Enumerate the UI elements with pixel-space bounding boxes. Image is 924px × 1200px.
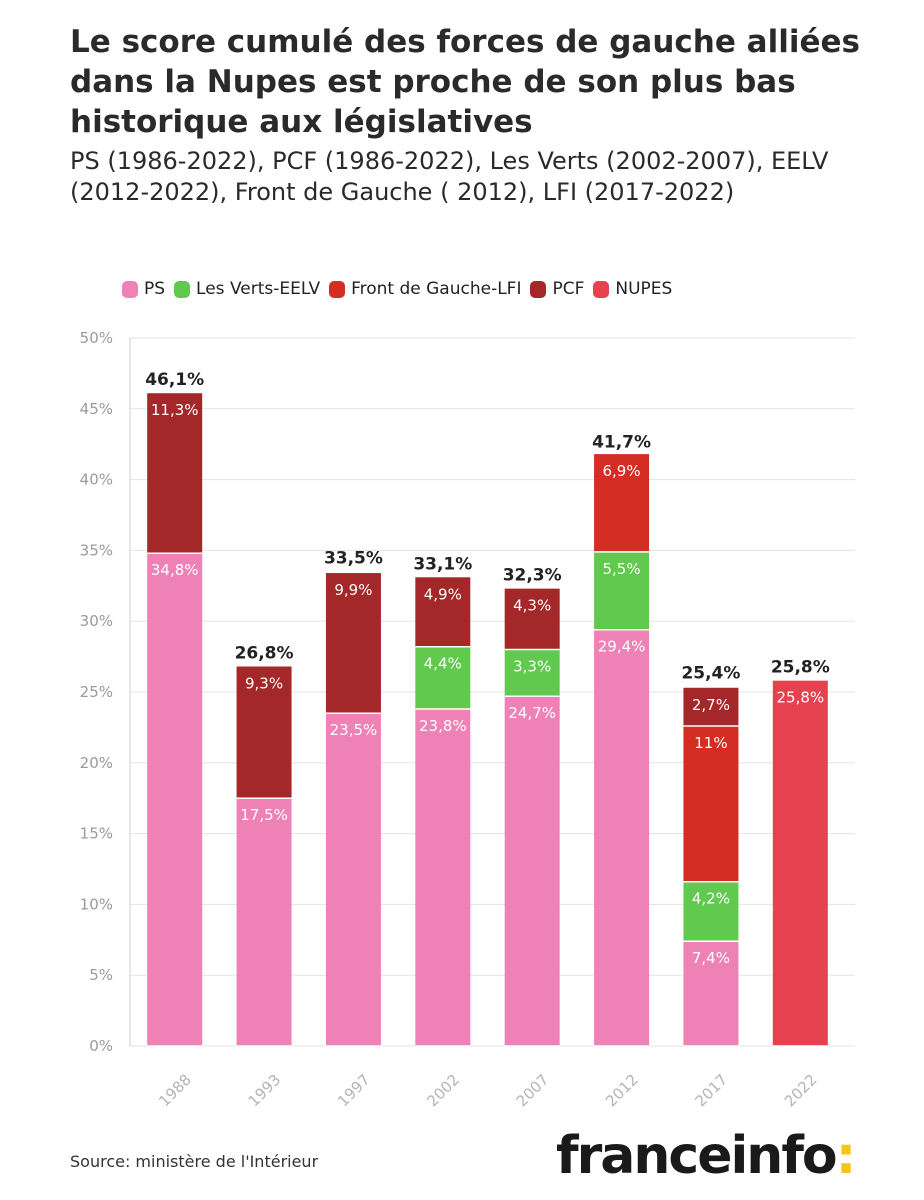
chart-legend: PS Les Verts-EELV Front de Gauche-LFI PCF NU… [122, 276, 681, 302]
y-tick-label: 45% [80, 400, 113, 418]
segment-value-label: 4,3% [513, 597, 551, 615]
x-tick-label: 2012 [602, 1071, 642, 1111]
stacked-bar-chart: 0% 5% 10% 15% 20% 25% 30% 35% 40% 45% 50% 34,8% 11,3… [80, 329, 855, 1111]
bar-segment-pcf [415, 577, 471, 647]
x-tick-label: 2022 [781, 1071, 821, 1111]
y-tick-label: 35% [80, 541, 113, 559]
bar-total-label: 25,4% [681, 663, 740, 683]
bar-total-label: 33,5% [324, 549, 383, 569]
y-tick-label: 0% [89, 1037, 113, 1055]
x-tick-label: 2002 [423, 1071, 463, 1111]
legend-label: NUPES [615, 279, 673, 299]
legend-swatch [329, 280, 346, 298]
segment-value-label: 2,7% [692, 696, 730, 714]
legend-swatch [174, 280, 191, 298]
segment-value-label: 6,9% [603, 462, 641, 480]
y-tick-label: 30% [80, 612, 113, 630]
legend-label: PCF [552, 279, 585, 299]
bar-segment-pcf [325, 573, 381, 714]
segment-value-label: 23,8% [419, 717, 467, 735]
bar-segment-ps [504, 696, 560, 1046]
legend-item-0: PS [122, 279, 165, 299]
chart-subtitle: PS (1986-2022), PCF (1986-2022), Les Ver… [70, 147, 829, 206]
legend-swatch [593, 280, 610, 298]
bar-segment-les-verts-eelv [415, 646, 471, 709]
bar-segment-nupes [772, 680, 828, 1046]
segment-value-label: 3,3% [513, 658, 551, 676]
segment-value-label: 25,8% [776, 689, 824, 707]
bar-segment-les-verts-eelv [504, 649, 560, 697]
logo-colon: : [835, 1126, 857, 1186]
bar-total-label: 33,1% [413, 554, 472, 574]
y-tick-label: 20% [80, 754, 113, 772]
legend-swatch [530, 280, 547, 298]
segment-value-label: 9,3% [245, 675, 283, 693]
bar-segment-ps [683, 941, 739, 1046]
bar-total-label: 32,3% [503, 566, 562, 586]
segment-value-label: 29,4% [598, 638, 646, 656]
legend-label: Front de Gauche-LFI [351, 279, 522, 299]
bar-segment-ps [147, 553, 203, 1046]
bar-segment-ps [236, 798, 292, 1046]
bar-segment-front-de-gauche-lfi [594, 454, 650, 552]
legend-item-4: NUPES [593, 279, 672, 299]
legend-label: PS [144, 279, 166, 299]
segment-value-label: 4,9% [424, 585, 462, 603]
y-tick-label: 50% [80, 329, 113, 347]
bar-segment-les-verts-eelv [594, 551, 650, 630]
segment-value-label: 4,4% [424, 655, 462, 673]
bar-segment-ps [594, 629, 650, 1046]
bar-total-label: 41,7% [592, 433, 651, 453]
segment-value-label: 23,5% [330, 721, 378, 739]
bar-total-label: 26,8% [235, 644, 294, 664]
bar-segment-pcf [147, 393, 203, 554]
logo-text: franceinfo [556, 1126, 838, 1186]
y-tick-label: 15% [80, 825, 113, 843]
segment-value-label: 7,4% [692, 949, 730, 967]
segment-value-label: 11,3% [151, 401, 199, 419]
bar-total-label: 46,1% [145, 370, 204, 390]
legend-label: Les Verts-EELV [196, 279, 321, 299]
bar-segment-pcf [504, 588, 560, 650]
bar-segment-ps [415, 708, 471, 1046]
source-note: Source: ministère de l'Intérieur [70, 1152, 319, 1171]
bar-segment-les-verts-eelv [683, 881, 739, 942]
bar-segment-ps [325, 713, 381, 1046]
segment-value-label: 24,7% [508, 704, 556, 722]
legend-item-3: PCF [530, 279, 584, 299]
franceinfo-logo: franceinfo: [556, 1124, 857, 1188]
x-tick-label: 1988 [155, 1071, 195, 1111]
x-tick-label: 2007 [513, 1071, 553, 1111]
x-tick-label: 1993 [245, 1071, 285, 1111]
segment-value-label: 9,9% [334, 581, 372, 599]
x-tick-label: 2017 [692, 1071, 732, 1111]
bar-segment-front-de-gauche-lfi [683, 725, 739, 882]
segment-value-label: 11% [694, 734, 727, 752]
bar-segment-pcf [683, 687, 739, 726]
legend-swatch [122, 280, 138, 298]
bar-segment-pcf [236, 666, 292, 799]
legend-item-2: Front de Gauche-LFI [329, 279, 521, 299]
chart-title: Le score cumulé des forces de gauche all… [70, 24, 860, 140]
segment-value-label: 17,5% [240, 806, 288, 824]
x-tick-label: 1997 [334, 1071, 374, 1111]
y-tick-label: 25% [80, 683, 113, 701]
y-tick-label: 5% [89, 966, 113, 984]
legend-item-1: Les Verts-EELV [174, 279, 320, 299]
y-tick-label: 40% [80, 471, 113, 489]
segment-value-label: 34,8% [151, 561, 199, 579]
segment-value-label: 5,5% [603, 560, 641, 578]
segment-value-label: 4,2% [692, 890, 730, 908]
bar-total-label: 25,8% [771, 658, 830, 678]
y-tick-label: 10% [80, 895, 113, 913]
